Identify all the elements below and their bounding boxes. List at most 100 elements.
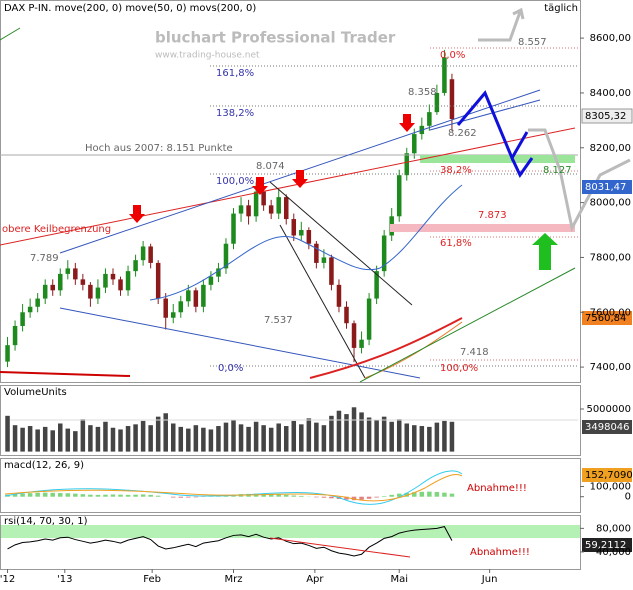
badge: 152,7090 [585,470,633,481]
candle-body [201,285,206,307]
annotation: 100,0% [440,363,478,374]
bar [50,493,55,497]
bar [133,495,138,497]
bar [35,429,40,451]
bar [5,416,10,452]
candle-body [322,257,327,262]
annotation: 0,0% [218,363,243,374]
bar [96,495,101,497]
bar [314,497,319,498]
bar [88,495,93,497]
bar [374,420,379,452]
candle-body [5,345,10,361]
bar [58,493,63,497]
candle-body [103,274,108,288]
bar [118,429,123,451]
y-tick-label: 7400,00 [590,362,631,373]
bar [435,423,440,452]
y-tick-label: 8600,00 [590,33,631,44]
bar [224,423,229,452]
candle-body [13,326,18,345]
badge: 3498046 [585,422,630,433]
bar [292,421,297,452]
candle-body [427,112,432,126]
candle-body [367,299,372,340]
annotation: 8.074 [256,161,285,172]
candle-body [246,205,251,216]
badge: 8031,47 [585,182,626,193]
bar [81,419,86,451]
y-tick-label: 40,000 [596,547,631,558]
chart-title: DAX P-IN. move(200, 0) move(50, 0) movs(… [4,3,256,14]
bar [420,426,425,452]
y-tick-label: 8200,00 [590,143,631,154]
bar [337,411,342,452]
bar [13,425,18,451]
candle-body [314,244,319,263]
candle-body [156,263,161,299]
bar [148,495,153,497]
bar [194,425,199,451]
candle-body [20,312,25,326]
bar [367,418,372,452]
bar [126,495,131,497]
bar [88,425,93,451]
x-tick-label: '12 [0,574,15,585]
candle-body [43,285,48,299]
y-tick-label: 7800,00 [590,252,631,263]
bar [450,494,455,497]
candle-body [329,257,334,284]
bar [442,421,447,452]
candle-body [73,268,78,279]
candle-body [186,290,191,301]
bar [412,425,417,451]
annotation: 7.873 [478,210,507,221]
annotation: 7.418 [460,347,489,358]
bar [382,496,387,497]
annotation: 0,0% [440,50,465,61]
x-tick-label: Mai [390,574,408,585]
candle-body [307,230,312,244]
panel-title: VolumeUnits [4,387,67,398]
bar [382,417,387,452]
annotation: 100,0% [216,176,254,187]
bar [450,422,455,452]
candle-body [58,274,63,290]
candle-body [88,285,93,299]
candle-body [231,214,236,244]
bar [28,426,33,452]
candle-body [344,307,349,323]
bar [314,423,319,452]
candle-body [397,175,402,216]
bar [179,497,184,498]
bar [156,417,161,452]
bar [171,423,176,451]
bar [367,497,372,499]
bar [118,495,123,497]
annotation: 8.127 [543,165,572,176]
bar [389,495,394,497]
annotation: Hoch aus 2007: 8.151 Punkte [85,143,233,154]
x-tick-label: Jun [481,574,498,585]
watermark: bluchart Professional Trader [155,29,396,47]
annotation: 7.789 [30,253,59,264]
bar [420,492,425,497]
bar [73,494,78,497]
bar [404,423,409,451]
bar [96,427,101,452]
bar [58,423,63,451]
candle-body [284,197,289,219]
y-tick-label: 8000,00 [590,198,631,209]
candle-body [239,205,244,213]
bar [43,493,48,497]
bar [442,493,447,497]
candle-body [66,268,71,273]
bar [50,430,55,451]
period: täglich [544,3,578,14]
bar [435,492,440,497]
candle-body [141,246,146,260]
candle-body [450,79,455,119]
bar [216,426,221,452]
y-tick-label: 5000000 [586,404,631,415]
